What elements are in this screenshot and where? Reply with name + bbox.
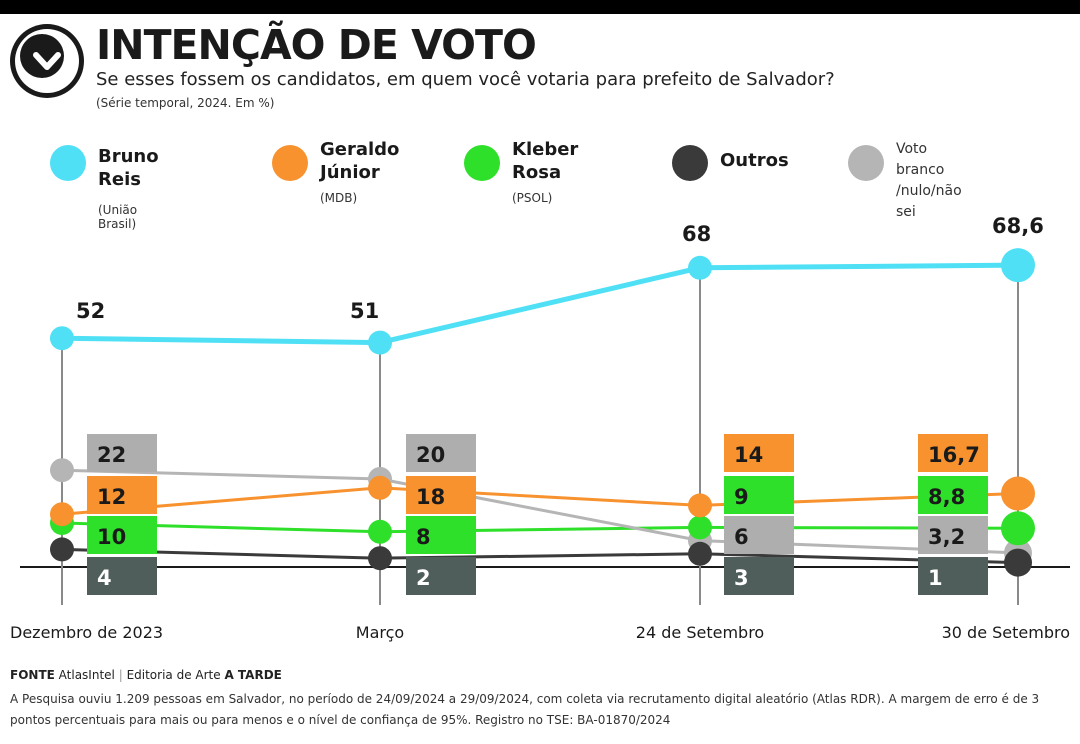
chart-source: FONTE AtlasIntel | Editoria de Arte A TA… — [10, 668, 282, 682]
series-line — [61, 486, 1019, 516]
value-box — [406, 557, 476, 595]
legend-name: Outros — [720, 150, 789, 171]
value-box — [406, 434, 476, 472]
series-line — [61, 262, 1019, 346]
data-label: 16,7 — [928, 443, 980, 467]
data-label: 3 — [734, 566, 749, 590]
series-line — [61, 468, 1019, 555]
value-box — [87, 476, 157, 514]
data-point — [688, 255, 712, 280]
value-box — [87, 557, 157, 595]
credit-name: A TARDE — [224, 668, 282, 682]
value-box — [724, 476, 794, 514]
data-label: 4 — [97, 566, 112, 590]
data-point — [688, 493, 712, 518]
data-point — [1001, 248, 1035, 283]
legend-swatch-icon — [272, 145, 308, 181]
data-label: 10 — [97, 525, 126, 549]
data-label: 68 — [682, 222, 711, 246]
data-label: 9 — [734, 485, 749, 509]
x-tick-label: 30 de Setembro — [942, 623, 1070, 642]
legend-party: (PSOL) — [512, 191, 553, 205]
source-label: FONTE — [10, 668, 55, 682]
legend-swatch-icon — [672, 145, 708, 181]
page-title: INTENÇÃO DE VOTO — [96, 21, 537, 69]
data-label: 3,2 — [928, 525, 965, 549]
data-label: 8,8 — [928, 485, 965, 509]
value-box — [406, 476, 476, 514]
value-box — [918, 434, 988, 472]
value-box — [918, 476, 988, 514]
source-name: AtlasIntel — [58, 668, 115, 682]
data-point — [368, 519, 392, 544]
data-label: 51 — [350, 299, 379, 323]
legend-name: Geraldo Júnior — [320, 139, 400, 183]
data-label: 12 — [97, 485, 126, 509]
value-box — [918, 557, 988, 595]
legend-name: Voto branco /nulo/não sei — [896, 141, 962, 220]
top-bar — [0, 0, 1080, 14]
legend-party: (MDB) — [320, 191, 358, 205]
series-line — [61, 521, 1019, 534]
chart-subtitle: Se esses fossem os candidatos, em quem v… — [96, 69, 835, 90]
data-point — [1001, 511, 1035, 546]
data-label: 68,6 — [992, 214, 1044, 238]
data-label: 20 — [416, 443, 445, 467]
value-box — [724, 516, 794, 554]
value-box — [87, 434, 157, 472]
data-label: 1 — [928, 566, 943, 590]
legend-swatch-icon — [464, 145, 500, 181]
value-box — [406, 516, 476, 554]
data-point — [368, 330, 392, 355]
value-box — [87, 516, 157, 554]
chart-note: (Série temporal, 2024. Em %) — [96, 96, 275, 110]
data-point — [50, 326, 74, 351]
data-label: 22 — [97, 443, 126, 467]
data-point — [1004, 548, 1032, 577]
value-box — [918, 516, 988, 554]
data-label: 52 — [76, 299, 105, 323]
x-tick-label: Dezembro de 2023 — [10, 623, 163, 642]
data-point — [368, 546, 392, 571]
data-point — [50, 458, 74, 483]
brand-logo-icon — [10, 24, 84, 98]
data-label: 18 — [416, 485, 445, 509]
value-box — [724, 434, 794, 472]
methodology-note: A Pesquisa ouviu 1.209 pessoas em Salvad… — [10, 692, 1040, 727]
data-point — [688, 515, 712, 540]
x-tick-label: 24 de Setembro — [636, 623, 764, 642]
legend-party: (União Brasil) — [98, 203, 138, 231]
data-point — [50, 537, 74, 562]
legend-name: Kleber Rosa — [512, 139, 579, 183]
data-point — [368, 475, 392, 500]
legend-swatch-icon — [50, 145, 86, 181]
data-point — [688, 541, 712, 566]
data-point — [50, 502, 74, 527]
line-chart: 22 20 12 18 10 8 4 2 3 1 14 16,7 9 8,8 6 3,2 52 51 68 68,6 D… — [10, 214, 1070, 642]
data-label: 14 — [734, 443, 763, 467]
value-box — [724, 557, 794, 595]
data-point — [1001, 476, 1035, 511]
data-label: 2 — [416, 566, 431, 590]
data-label: 6 — [734, 525, 749, 549]
legend-swatch-icon — [848, 145, 884, 181]
x-tick-label: Março — [356, 623, 404, 642]
credit-prefix: Editoria de Arte — [126, 668, 221, 682]
data-label: 8 — [416, 525, 431, 549]
divider: | — [118, 668, 127, 682]
legend-name: Bruno Reis — [98, 146, 159, 190]
series-line — [61, 547, 1019, 565]
